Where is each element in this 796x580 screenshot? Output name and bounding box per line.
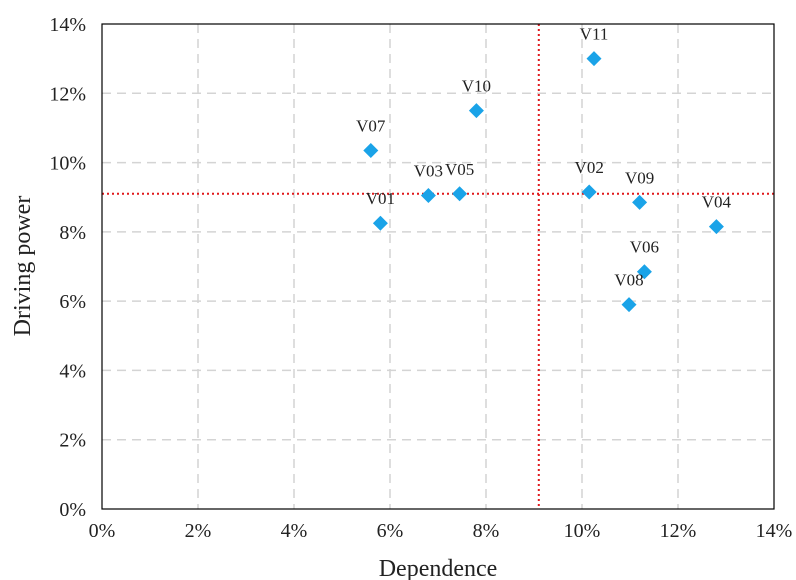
- y-tick-label: 14%: [49, 14, 86, 36]
- point-label-v07: V07: [356, 116, 386, 135]
- x-tick-label: 2%: [185, 520, 212, 542]
- data-point-v08: [621, 297, 637, 313]
- point-label-v10: V10: [462, 77, 491, 96]
- plot-area-frame: [101, 23, 775, 510]
- y-tick-label: 8%: [59, 222, 86, 244]
- x-tick-label: 6%: [377, 520, 404, 542]
- y-tick-label: 6%: [59, 291, 86, 313]
- y-tick-label: 2%: [59, 430, 86, 452]
- point-label-v01: V01: [366, 189, 395, 208]
- x-tick-label: 8%: [473, 520, 500, 542]
- x-tick-label: 14%: [756, 520, 793, 542]
- point-label-v06: V06: [630, 238, 659, 257]
- data-point-v04: [708, 219, 724, 235]
- y-tick-label: 4%: [59, 360, 86, 382]
- point-label-v08: V08: [614, 271, 643, 290]
- data-point-v05: [452, 186, 468, 202]
- point-label-v02: V02: [575, 158, 604, 177]
- point-label-v11: V11: [580, 25, 609, 44]
- y-tick-label: 12%: [49, 83, 86, 105]
- point-label-v04: V04: [702, 193, 732, 212]
- point-label-v05: V05: [445, 160, 474, 179]
- data-point-v06: [636, 264, 652, 280]
- tick-labels: 0% 2% 4% 6% 8% 10% 12% 14% 0% 2% 4% 6% 8% 10% 12% 14%: [49, 14, 792, 542]
- grid-layer: [102, 24, 774, 509]
- x-tick-label: 4%: [281, 520, 308, 542]
- x-axis-title: Dependence: [379, 556, 498, 580]
- reference-lines: [102, 24, 774, 509]
- data-point-v02: [581, 184, 597, 200]
- x-tick-label: 0%: [89, 520, 116, 542]
- y-axis-title: Driving power: [10, 196, 36, 337]
- data-point-v07: [363, 142, 379, 158]
- y-tick-label: 0%: [59, 499, 86, 521]
- data-point-v11: [586, 51, 602, 67]
- point-label-v09: V09: [625, 168, 654, 187]
- data-point-v01: [372, 215, 388, 231]
- y-tick-label: 10%: [49, 153, 86, 175]
- x-tick-label: 10%: [564, 520, 601, 542]
- point-label-v03: V03: [414, 161, 443, 180]
- data-point-v09: [632, 194, 648, 210]
- data-points: V01 V02 V03 V04 V05 V06 V07 V08 V09 V10 V11: [356, 25, 732, 313]
- x-tick-label: 12%: [660, 520, 697, 542]
- data-point-v10: [468, 103, 484, 119]
- data-point-v03: [420, 187, 436, 203]
